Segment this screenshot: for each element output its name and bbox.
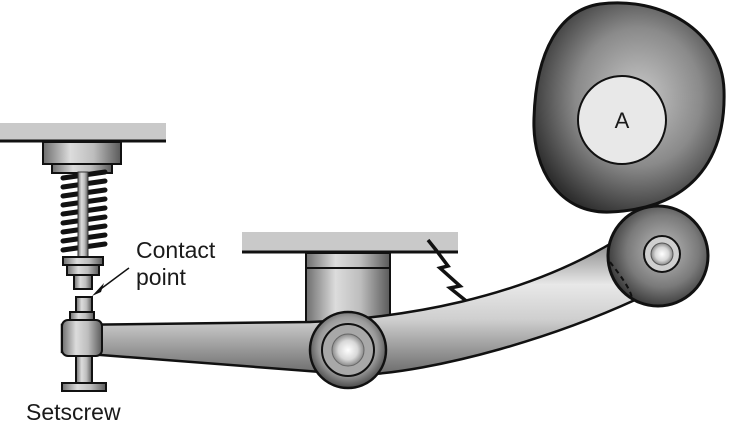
spring-rod bbox=[77, 171, 89, 261]
lower-contact bbox=[75, 296, 93, 314]
pivot-hub bbox=[308, 310, 388, 390]
center-mounting-plate bbox=[242, 232, 458, 254]
rubbing-block-roller bbox=[606, 204, 710, 308]
setscrew bbox=[61, 355, 107, 392]
contact-point-label-line2: point bbox=[136, 264, 186, 290]
contact-point-callout bbox=[92, 267, 130, 296]
upper-contact bbox=[62, 256, 104, 290]
setscrew-label: Setscrew bbox=[26, 399, 121, 425]
upper-spring-cap bbox=[42, 141, 122, 174]
cam-a bbox=[532, 1, 726, 214]
left-mounting-plate bbox=[0, 123, 166, 143]
contact-point-label-line1: Contact bbox=[136, 237, 216, 263]
cam-label: A bbox=[615, 108, 630, 133]
arm-contact-end bbox=[61, 311, 103, 357]
